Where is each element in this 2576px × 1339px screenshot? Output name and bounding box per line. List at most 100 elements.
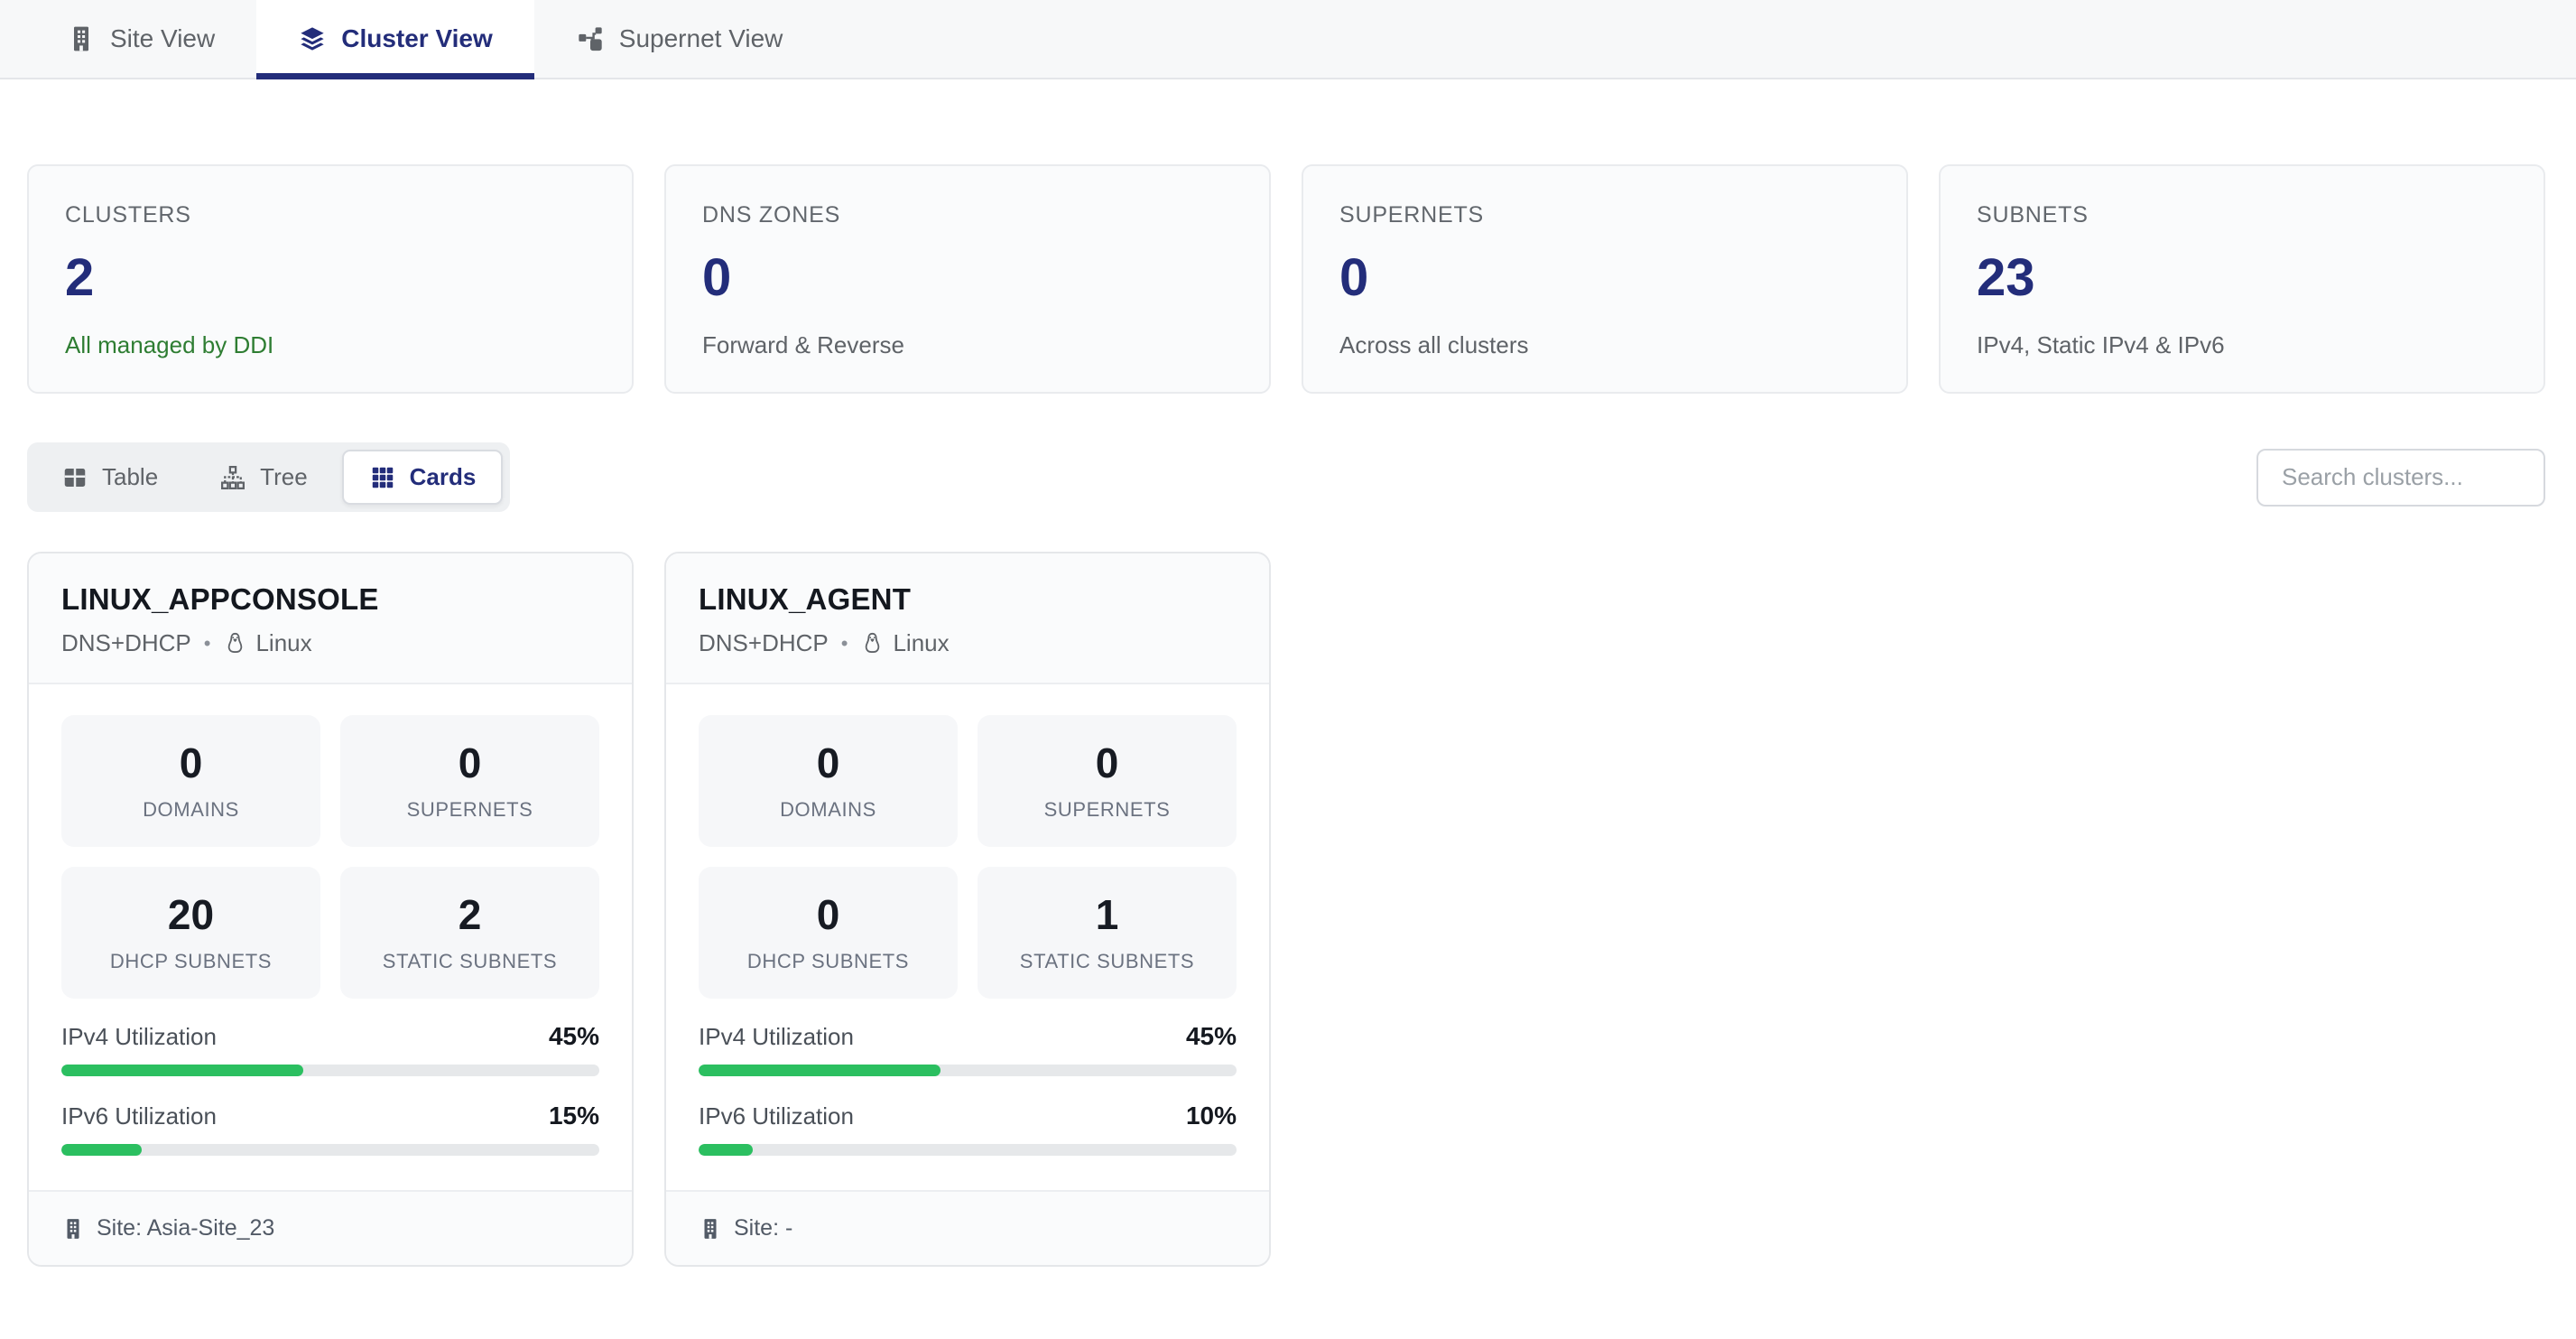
view-toggle-cards[interactable]: Cards bbox=[341, 450, 504, 505]
cluster-os-label: Linux bbox=[255, 629, 312, 656]
building-icon bbox=[74, 26, 88, 51]
dot-separator: • bbox=[203, 631, 211, 655]
ipv4-utilization-fill bbox=[61, 1065, 304, 1076]
ipv4-utilization: IPv4 Utilization 45% bbox=[61, 1022, 599, 1076]
ipv6-utilization-fill bbox=[699, 1144, 753, 1156]
stat-label: CLUSTERS bbox=[65, 202, 191, 228]
cluster-footer: Site: - bbox=[666, 1190, 1269, 1265]
tile-value: 1 bbox=[1095, 891, 1119, 938]
search-input[interactable] bbox=[2256, 448, 2545, 507]
stat-card-subnets: SUBNETS 23 IPv4, Static IPv4 & IPv6 bbox=[1939, 164, 2545, 394]
penguin-icon bbox=[228, 632, 243, 653]
ipv6-utilization-bar bbox=[699, 1144, 1237, 1156]
clusters-grid: LINUX_APPCONSOLE DNS+DHCP • Linux 0 DOMA… bbox=[27, 552, 2545, 1267]
cluster-card-header: LINUX_AGENT DNS+DHCP • Linux bbox=[666, 553, 1269, 684]
view-toggle-tree[interactable]: Tree bbox=[192, 450, 335, 505]
tile-supernets: 0 SUPERNETS bbox=[978, 715, 1237, 847]
cluster-service: DNS+DHCP bbox=[699, 629, 829, 656]
view-toggle-group: Table Tree Cards bbox=[27, 442, 511, 512]
tab-cluster-view[interactable]: Cluster View bbox=[256, 0, 534, 79]
stats-row: CLUSTERS 2 All managed by DDI DNS ZONES … bbox=[27, 164, 2545, 394]
view-toggle-label: Cards bbox=[409, 463, 477, 490]
tab-site-view[interactable]: Site View bbox=[25, 0, 256, 78]
tree-icon bbox=[221, 465, 246, 489]
tile-label: DHCP SUBNETS bbox=[109, 950, 273, 972]
stat-card-clusters: CLUSTERS 2 All managed by DDI bbox=[27, 164, 634, 394]
ipv6-utilization-fill bbox=[61, 1144, 143, 1156]
tab-supernet-view[interactable]: Supernet View bbox=[534, 0, 825, 78]
stat-card-dns-zones: DNS ZONES 0 Forward & Reverse bbox=[664, 164, 1271, 394]
tab-label: Cluster View bbox=[341, 24, 493, 52]
tile-domains: 0 DOMAINS bbox=[61, 715, 320, 847]
utilization-value: 10% bbox=[1185, 1102, 1237, 1130]
building-icon bbox=[67, 1218, 79, 1239]
layers-icon bbox=[301, 27, 324, 51]
ipv6-utilization: IPv6 Utilization 10% bbox=[699, 1102, 1237, 1156]
tile-static-subnets: 1 STATIC SUBNETS bbox=[978, 867, 1237, 999]
tile-dhcp-subnets: 20 DHCP SUBNETS bbox=[61, 867, 320, 999]
cluster-footer: Site: Asia-Site_23 bbox=[29, 1190, 632, 1265]
utilization-label: IPv6 Utilization bbox=[61, 1102, 217, 1130]
tile-label: STATIC SUBNETS bbox=[382, 950, 558, 972]
tile-label: DOMAINS bbox=[143, 798, 239, 821]
cluster-card-linux-agent[interactable]: LINUX_AGENT DNS+DHCP • Linux 0 DOMAINS bbox=[664, 552, 1271, 1267]
stat-label: SUBNETS bbox=[1977, 202, 2089, 228]
stat-value: 23 bbox=[1977, 248, 2035, 307]
tile-domains: 0 DOMAINS bbox=[699, 715, 958, 847]
tile-label: STATIC SUBNETS bbox=[1019, 950, 1195, 972]
stat-label: DNS ZONES bbox=[702, 202, 841, 228]
dot-separator: • bbox=[840, 631, 848, 655]
ipv6-utilization: IPv6 Utilization 15% bbox=[61, 1102, 599, 1156]
ipv4-utilization-bar bbox=[699, 1065, 1237, 1076]
utilization-value: 15% bbox=[548, 1102, 599, 1130]
network-icon bbox=[579, 27, 602, 51]
utilization-label: IPv6 Utilization bbox=[699, 1102, 854, 1130]
cluster-site: Site: Asia-Site_23 bbox=[97, 1215, 275, 1241]
utilization-label: IPv4 Utilization bbox=[699, 1023, 854, 1050]
ipv6-utilization-bar bbox=[61, 1144, 599, 1156]
cluster-service: DNS+DHCP bbox=[61, 629, 191, 656]
cluster-name: LINUX_APPCONSOLE bbox=[61, 582, 379, 616]
stat-value: 0 bbox=[702, 248, 732, 307]
utilization-section: IPv4 Utilization 45% IPv6 Utilization 10… bbox=[666, 1009, 1269, 1190]
ipv4-utilization-bar bbox=[61, 1065, 599, 1076]
tile-value: 0 bbox=[816, 891, 840, 938]
view-toggle-table[interactable]: Table bbox=[34, 450, 185, 505]
tile-value: 20 bbox=[167, 891, 215, 938]
tile-value: 0 bbox=[816, 739, 840, 786]
tile-static-subnets: 2 STATIC SUBNETS bbox=[340, 867, 599, 999]
table-icon bbox=[64, 468, 86, 487]
cluster-subtitle: DNS+DHCP • Linux bbox=[699, 629, 1237, 657]
cluster-tile-grid: 0 DOMAINS 0 SUPERNETS 20 DHCP SUBNETS 2 … bbox=[29, 684, 632, 1009]
top-tab-bar: Site View Cluster View Supernet View bbox=[0, 0, 2576, 79]
tile-supernets: 0 SUPERNETS bbox=[340, 715, 599, 847]
stat-subtitle: Forward & Reverse bbox=[702, 331, 904, 358]
cluster-site: Site: - bbox=[734, 1215, 793, 1241]
stat-value: 0 bbox=[1339, 248, 1369, 307]
tab-label: Site View bbox=[110, 24, 216, 52]
utilization-label: IPv4 Utilization bbox=[61, 1023, 217, 1050]
stat-subtitle: IPv4, Static IPv4 & IPv6 bbox=[1977, 331, 2225, 358]
utilization-value: 45% bbox=[1185, 1022, 1237, 1050]
tile-dhcp-subnets: 0 DHCP SUBNETS bbox=[699, 867, 958, 999]
stat-subtitle: Across all clusters bbox=[1339, 331, 1529, 358]
building-icon bbox=[704, 1218, 717, 1239]
tile-value: 0 bbox=[179, 739, 203, 786]
utilization-section: IPv4 Utilization 45% IPv6 Utilization 15… bbox=[29, 1009, 632, 1190]
cluster-name: LINUX_AGENT bbox=[699, 582, 912, 616]
tab-label: Supernet View bbox=[618, 24, 783, 52]
utilization-value: 45% bbox=[548, 1022, 599, 1050]
tile-value: 0 bbox=[1095, 739, 1119, 786]
stat-card-supernets: SUPERNETS 0 Across all clusters bbox=[1302, 164, 1908, 394]
view-toggle-label: Tree bbox=[260, 463, 308, 490]
view-toggle-label: Table bbox=[102, 463, 159, 490]
penguin-icon bbox=[866, 632, 880, 653]
ipv4-utilization-fill bbox=[699, 1065, 941, 1076]
tile-label: SUPERNETS bbox=[1043, 798, 1171, 821]
cluster-os: Linux bbox=[223, 629, 312, 657]
toolbar-row: Table Tree Cards bbox=[27, 442, 2545, 512]
stat-label: SUPERNETS bbox=[1339, 202, 1485, 228]
cluster-card-linux-appconsole[interactable]: LINUX_APPCONSOLE DNS+DHCP • Linux 0 DOMA… bbox=[27, 552, 634, 1267]
stat-subtitle: All managed by DDI bbox=[65, 331, 274, 358]
grid-icon bbox=[372, 467, 393, 488]
